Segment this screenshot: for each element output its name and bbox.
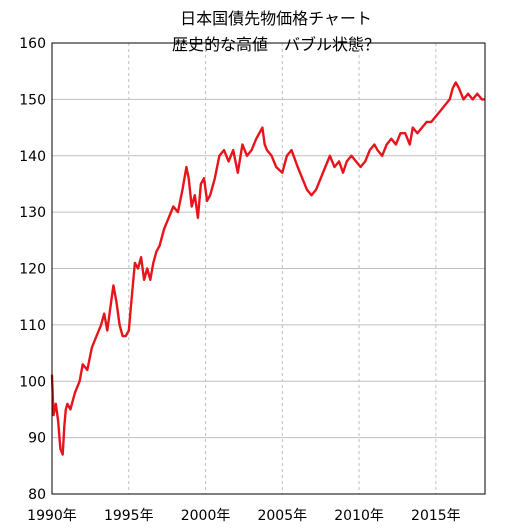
- x-tick-label: 1990年: [27, 508, 77, 524]
- x-tick-label: 2010年: [334, 508, 384, 524]
- y-tick-label: 140: [19, 149, 46, 165]
- y-tick-label: 110: [19, 318, 46, 334]
- chart-title-line-1: 日本国債先物価格チャート: [180, 9, 372, 28]
- x-tick-label: 2005年: [257, 508, 307, 524]
- y-tick-label: 80: [28, 487, 46, 503]
- x-tick-label: 2015年: [411, 508, 461, 524]
- x-tick-label: 2000年: [181, 508, 231, 524]
- y-tick-label: 120: [19, 262, 46, 278]
- series-line: [50, 81, 486, 456]
- y-tick-label: 160: [19, 36, 46, 52]
- plot-frame: [51, 42, 486, 495]
- x-tick-label: 1995年: [104, 508, 154, 524]
- plot-series: [50, 81, 486, 456]
- y-axis-ticks: 80 90 100 110 120 130 140 150 160: [19, 36, 46, 503]
- chart-title-line-2: 歴史的な高値 バブル状態？: [172, 35, 380, 54]
- gridlines: [52, 43, 485, 494]
- y-tick-label: 150: [19, 92, 46, 108]
- y-tick-label: 90: [28, 431, 46, 447]
- y-tick-label: 130: [19, 205, 46, 221]
- x-axis-ticks: 1990年 1995年 2000年 2005年 2010年 2015年: [27, 508, 461, 524]
- y-tick-label: 100: [19, 374, 46, 390]
